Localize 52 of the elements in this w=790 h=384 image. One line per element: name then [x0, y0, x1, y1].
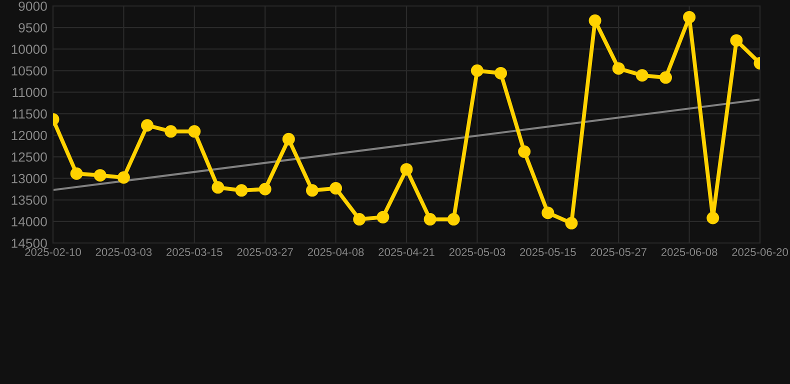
point	[164, 125, 178, 138]
x-tick-label: 2025-05-27	[590, 248, 646, 256]
y-tick-label: 12000	[12, 130, 47, 140]
y-tick-label: 14500	[12, 238, 47, 248]
y-tick-label: 14000	[12, 217, 47, 226]
y-tick-label: 9500	[18, 23, 47, 32]
x-tick-label: 2025-03-03	[96, 248, 152, 256]
y-tick-label: 10500	[12, 66, 47, 76]
point	[470, 64, 484, 77]
point	[258, 182, 272, 196]
y-tick-label: 13500	[12, 195, 47, 205]
point	[141, 119, 154, 132]
point	[730, 34, 743, 47]
point	[188, 125, 201, 138]
point	[70, 167, 83, 180]
point	[636, 69, 648, 82]
x-tick-label: 2025-05-15	[520, 248, 576, 256]
x-tick-label: 2025-03-15	[166, 248, 222, 256]
x-tick-label: 2025-06-08	[661, 248, 718, 256]
point	[330, 182, 342, 195]
point	[494, 66, 508, 80]
point	[400, 163, 413, 176]
point	[683, 10, 696, 24]
point	[376, 210, 390, 224]
point	[565, 216, 578, 230]
point	[612, 62, 625, 75]
x-tick-label: 2025-02-10	[25, 248, 81, 256]
x-tick-label: 2025-03-27	[237, 248, 293, 256]
y-tick-label: 11500	[12, 109, 47, 119]
point	[212, 181, 224, 194]
point	[306, 184, 318, 197]
y-tick-label: 9000	[18, 2, 47, 11]
point	[447, 213, 460, 226]
y-tick-label: 10000	[12, 44, 47, 54]
point	[235, 184, 248, 197]
x-tick-label: 2025-04-21	[378, 248, 434, 256]
y-tick-label: 13000	[12, 174, 47, 184]
point	[353, 213, 366, 226]
y-tick-label: 11000	[12, 88, 47, 98]
y-tick-label: 12500	[12, 152, 47, 162]
point	[518, 145, 531, 158]
point	[542, 206, 554, 220]
point	[588, 14, 602, 27]
point	[706, 212, 720, 224]
point	[117, 171, 130, 184]
point	[94, 169, 106, 182]
x-tick-label: 2025-05-03	[449, 248, 506, 256]
x-tick-label: 2025-06-20	[732, 248, 788, 256]
x-tick-label: 2025-04-08	[308, 248, 364, 256]
point	[282, 132, 295, 146]
point	[659, 71, 672, 84]
point	[424, 213, 436, 226]
